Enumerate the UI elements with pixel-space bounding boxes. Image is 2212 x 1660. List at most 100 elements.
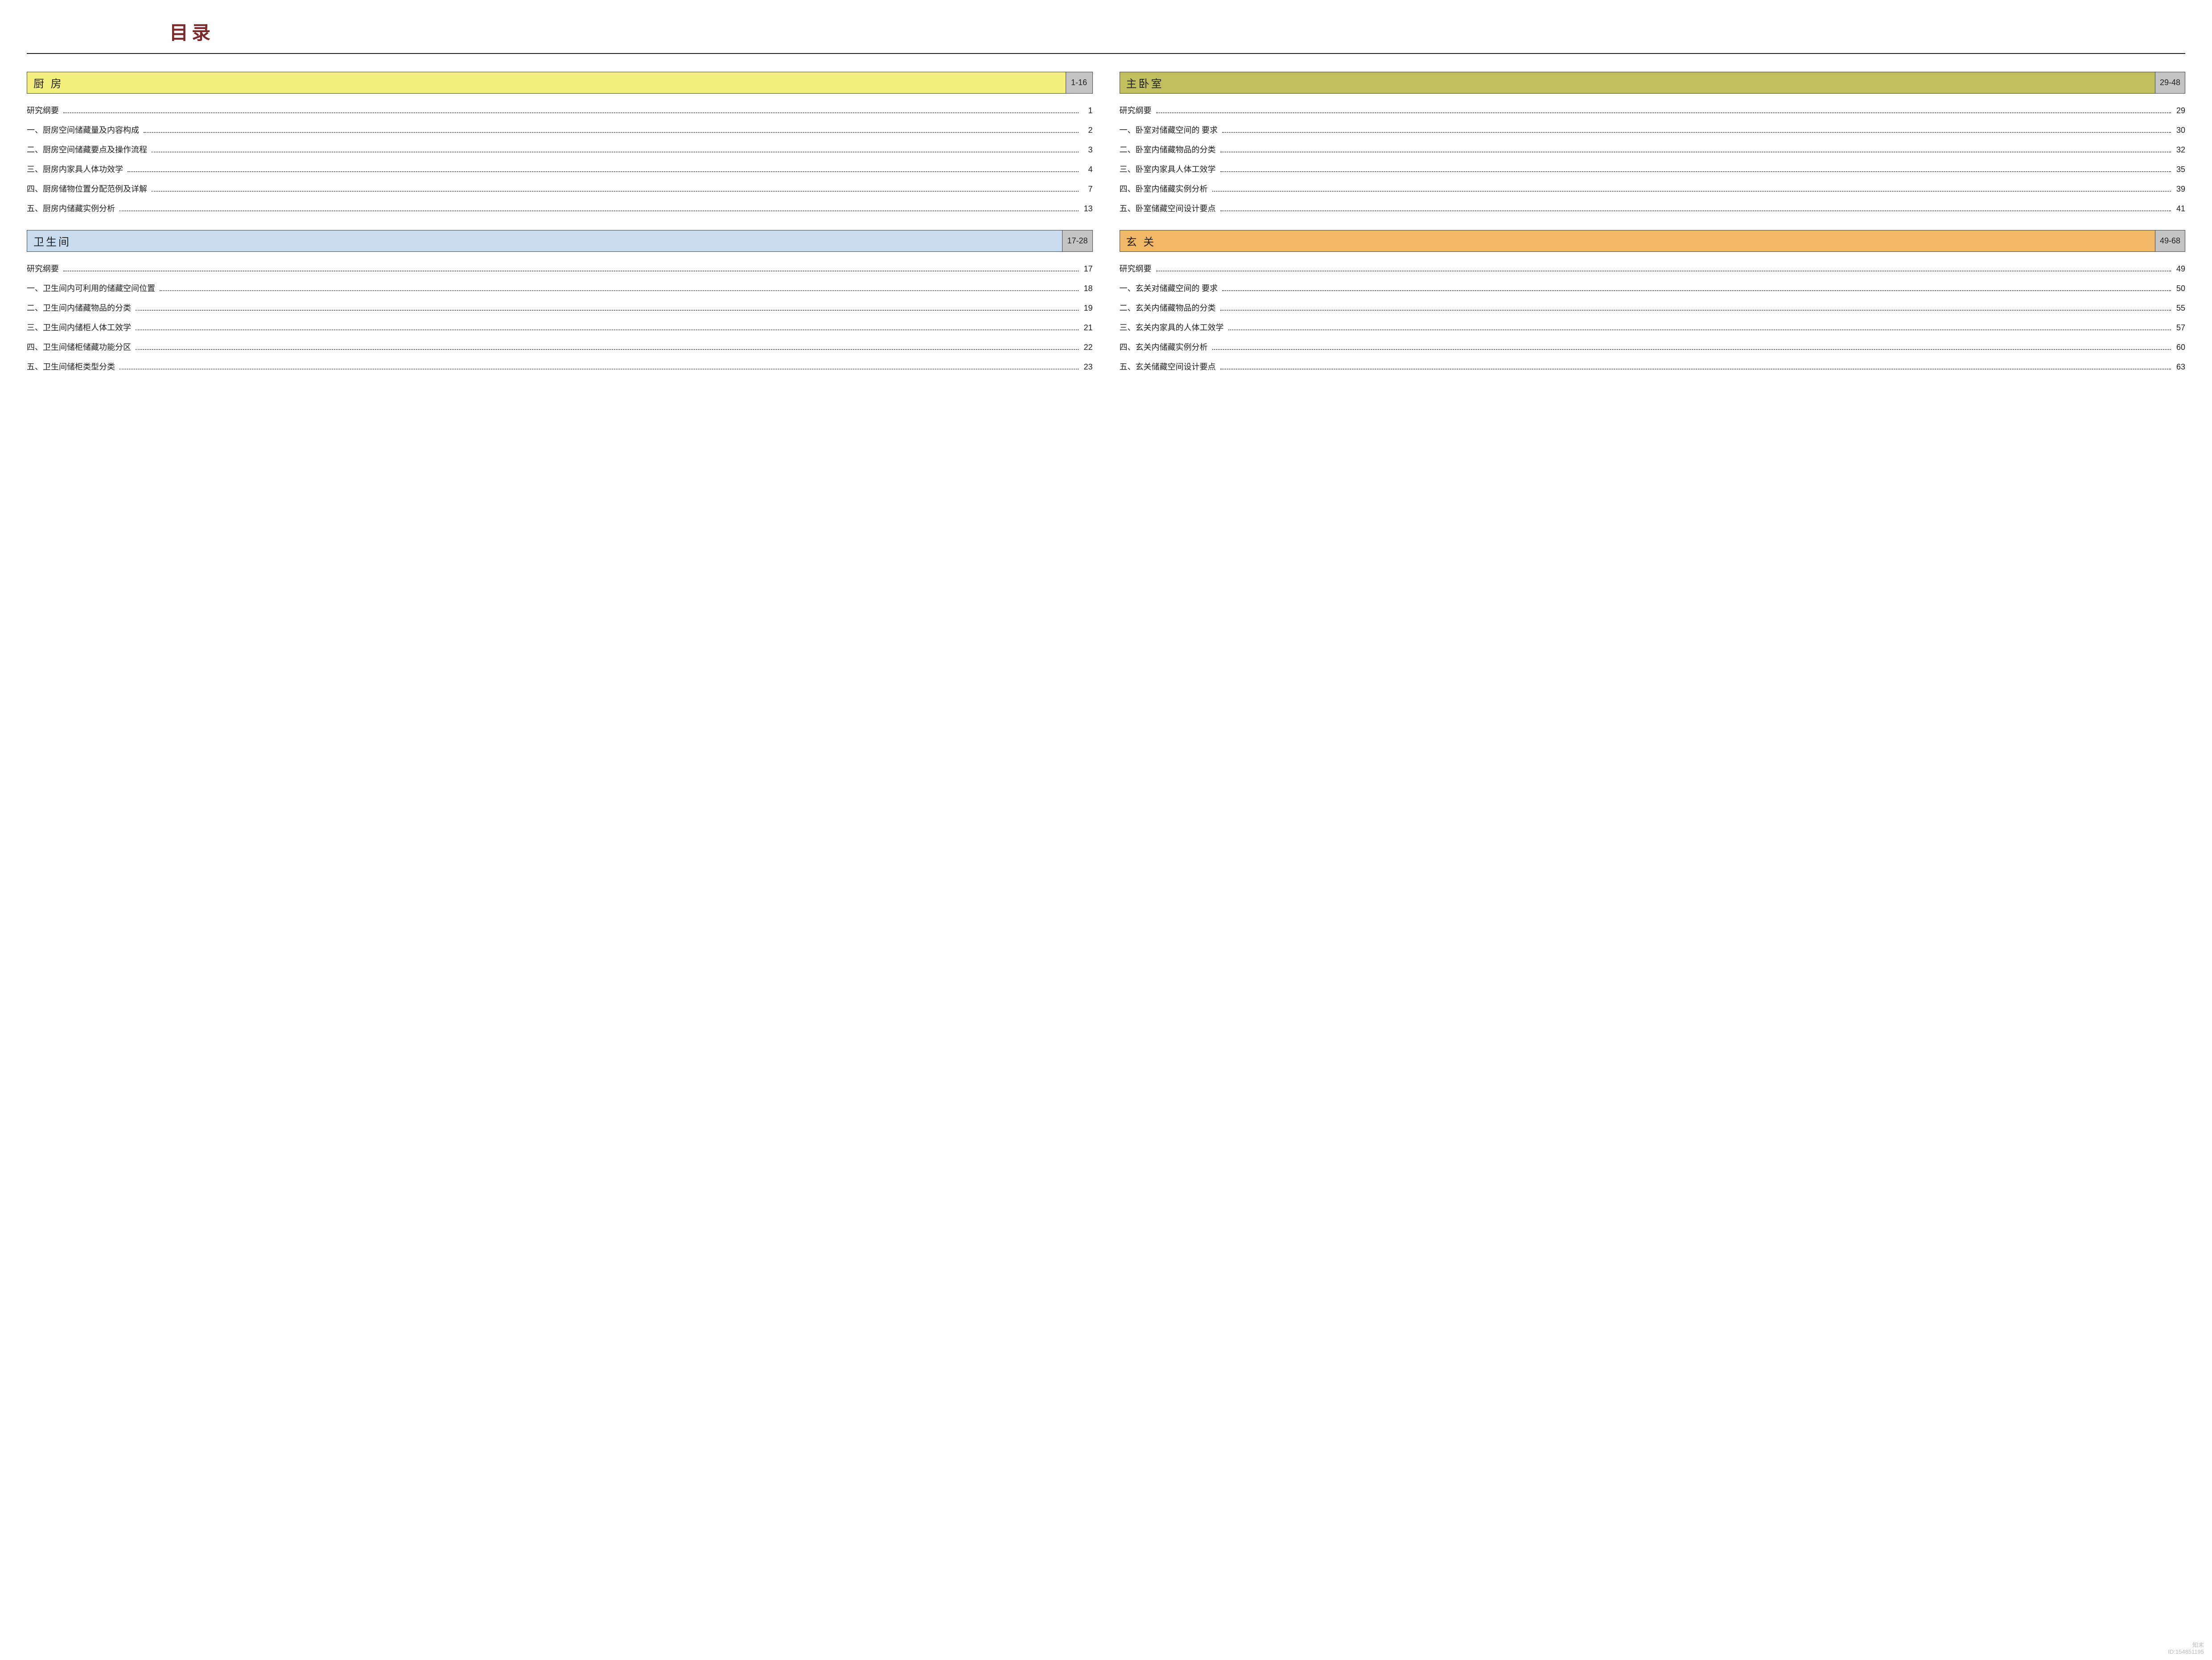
toc-item-label: 研究纲要 — [1120, 104, 1154, 116]
watermark-line2: ID:154851195 — [2168, 1648, 2204, 1656]
toc-item: 五、厨房内储藏实例分析 13 — [27, 202, 1093, 214]
toc-item-page: 55 — [2173, 304, 2185, 313]
toc-item-page: 30 — [2173, 126, 2185, 135]
toc-item: 一、玄关对储藏空间的 要求 50 — [1120, 282, 2186, 294]
toc-item: 四、卧室内储藏实例分析 39 — [1120, 183, 2186, 194]
toc-leader-dots — [1212, 349, 2171, 350]
toc-item: 三、厨房内家具人体功效学 4 — [27, 163, 1093, 175]
toc-item-label: 三、卧室内家具人体工效学 — [1120, 163, 1219, 175]
toc-item: 五、卫生间储柜类型分类23 — [27, 361, 1093, 372]
toc-item-label: 四、厨房储物位置分配范例及详解 — [27, 183, 150, 194]
toc-leader-dots — [1220, 369, 2171, 370]
toc-section: 厨 房1-16研究纲要1一、厨房空间储藏量及内容构成2二、厨房空间储藏要点及操作… — [27, 72, 1093, 214]
toc-list: 研究纲要 29 一、卧室对储藏空间的 要求 30 二、卧室内储藏物品的分类32 三、卧室内… — [1120, 104, 2186, 214]
toc-item: 一、卫生间内可利用的储藏空间位置18 — [27, 282, 1093, 294]
section-page-range: 17-28 — [1062, 230, 1092, 251]
toc-leader-dots — [1222, 132, 2171, 133]
toc-item-page: 7 — [1080, 185, 1093, 194]
toc-leader-dots — [136, 310, 1079, 311]
toc-item: 四、卫生间储柜储藏功能分区 22 — [27, 341, 1093, 353]
toc-item-label: 二、卫生间内储藏物品的分类 — [27, 302, 134, 313]
toc-item: 二、玄关内储藏物品的分类 55 — [1120, 302, 2186, 313]
toc-leader-dots — [160, 290, 1079, 291]
toc-item-page: 21 — [1080, 323, 1093, 333]
toc-item: 五、卧室储藏空间设计要点 41 — [1120, 202, 2186, 214]
toc-item: 一、卧室对储藏空间的 要求 30 — [1120, 124, 2186, 136]
toc-leader-dots — [1228, 329, 2171, 330]
toc-item-label: 研究纲要 — [27, 104, 62, 116]
toc-item-page: 3 — [1080, 145, 1093, 155]
section-header: 卫生间17-28 — [27, 230, 1093, 252]
title-rule — [27, 53, 2185, 54]
toc-leader-dots — [136, 349, 1079, 350]
toc-leader-dots — [1212, 191, 2171, 192]
toc-item-page: 2 — [1080, 126, 1093, 135]
toc-item-page: 19 — [1080, 304, 1093, 313]
toc-item-page: 13 — [1080, 204, 1093, 214]
page-title: 目录 — [169, 18, 2185, 45]
section-title: 玄 关 — [1120, 230, 2155, 251]
section-page-range: 29-48 — [2155, 72, 2185, 93]
toc-item-label: 三、厨房内家具人体功效学 — [27, 163, 126, 175]
toc-item-label: 一、卧室对储藏空间的 要求 — [1120, 124, 1221, 136]
toc-item-label: 一、玄关对储藏空间的 要求 — [1120, 282, 1221, 294]
toc-item-page: 39 — [2173, 185, 2185, 194]
toc-item-page: 35 — [2173, 165, 2185, 174]
toc-item-label: 研究纲要 — [27, 263, 62, 274]
toc-item: 四、厨房储物位置分配范例及详解 7 — [27, 183, 1093, 194]
toc-item-label: 四、玄关内储藏实例分析 — [1120, 341, 1211, 353]
toc-item-label: 五、厨房内储藏实例分析 — [27, 202, 118, 214]
toc-leader-dots — [1220, 210, 2171, 211]
toc-leader-dots — [128, 171, 1079, 172]
toc-item-label: 一、卫生间内可利用的储藏空间位置 — [27, 282, 158, 294]
section-header: 主卧室29-48 — [1120, 72, 2186, 94]
toc-item-page: 50 — [2173, 284, 2185, 293]
toc-item-label: 二、卧室内储藏物品的分类 — [1120, 144, 1219, 155]
toc-item: 四、玄关内储藏实例分析60 — [1120, 341, 2186, 353]
section-title: 卫生间 — [27, 230, 1062, 251]
toc-leader-dots — [119, 369, 1079, 370]
toc-leader-dots — [1220, 171, 2171, 172]
toc-item-label: 三、卫生间内储柜人体工效学 — [27, 321, 134, 333]
toc-leader-dots — [144, 132, 1079, 133]
toc-leader-dots — [1156, 112, 2171, 113]
section-title: 主卧室 — [1120, 72, 2155, 93]
toc-item-page: 41 — [2173, 204, 2185, 214]
toc-leader-dots — [119, 210, 1079, 211]
toc-item-label: 一、厨房空间储藏量及内容构成 — [27, 124, 142, 136]
watermark: 知末 ID:154851195 — [2168, 1642, 2204, 1656]
toc-item-label: 五、卧室储藏空间设计要点 — [1120, 202, 1219, 214]
toc-item-label: 五、玄关储藏空间设计要点 — [1120, 361, 1219, 372]
toc-leader-dots — [1220, 310, 2171, 311]
section-header: 玄 关49-68 — [1120, 230, 2186, 252]
left-column: 厨 房1-16研究纲要1一、厨房空间储藏量及内容构成2二、厨房空间储藏要点及操作… — [27, 72, 1093, 388]
right-column: 主卧室29-48 研究纲要 29 一、卧室对储藏空间的 要求 30 二、卧室内储藏物品的分… — [1120, 72, 2186, 388]
toc-item-label: 二、玄关内储藏物品的分类 — [1120, 302, 1219, 313]
section-page-range: 1-16 — [1066, 72, 1092, 93]
toc-item-page: 57 — [2173, 323, 2185, 333]
toc-item-label: 四、卧室内储藏实例分析 — [1120, 183, 1211, 194]
toc-item-page: 29 — [2173, 106, 2185, 115]
toc-item-page: 4 — [1080, 165, 1093, 174]
toc-columns: 厨 房1-16研究纲要1一、厨房空间储藏量及内容构成2二、厨房空间储藏要点及操作… — [27, 72, 2185, 388]
toc-item-label: 三、玄关内家具的人体工效学 — [1120, 321, 1227, 333]
toc-section: 主卧室29-48 研究纲要 29 一、卧室对储藏空间的 要求 30 二、卧室内储藏物品的分… — [1120, 72, 2186, 214]
toc-item: 研究纲要1 — [27, 104, 1093, 116]
toc-item-label: 研究纲要 — [1120, 263, 1154, 274]
toc-section: 玄 关49-68研究纲要49一、玄关对储藏空间的 要求50二、玄关内储藏物品的分… — [1120, 230, 2186, 372]
toc-item: 研究纲要 17 — [27, 263, 1093, 274]
toc-leader-dots — [136, 329, 1079, 330]
toc-section: 卫生间17-28 研究纲要 17 一、卫生间内可利用的储藏空间位置18 二、卫生间内储藏… — [27, 230, 1093, 372]
toc-leader-dots — [63, 112, 1079, 113]
toc-leader-dots — [1222, 290, 2171, 291]
toc-list: 研究纲要49一、玄关对储藏空间的 要求50二、玄关内储藏物品的分类55三、玄关内… — [1120, 263, 2186, 372]
toc-item-page: 17 — [1080, 264, 1093, 274]
toc-item: 研究纲要 29 — [1120, 104, 2186, 116]
toc-item: 二、卫生间内储藏物品的分类 19 — [27, 302, 1093, 313]
toc-item-page: 63 — [2173, 362, 2185, 372]
toc-item: 二、卧室内储藏物品的分类32 — [1120, 144, 2186, 155]
toc-item-label: 四、卫生间储柜储藏功能分区 — [27, 341, 134, 353]
toc-item-page: 22 — [1080, 343, 1093, 352]
toc-item: 三、卫生间内储柜人体工效学 21 — [27, 321, 1093, 333]
toc-list: 研究纲要1一、厨房空间储藏量及内容构成2二、厨房空间储藏要点及操作流程3三、厨房… — [27, 104, 1093, 214]
